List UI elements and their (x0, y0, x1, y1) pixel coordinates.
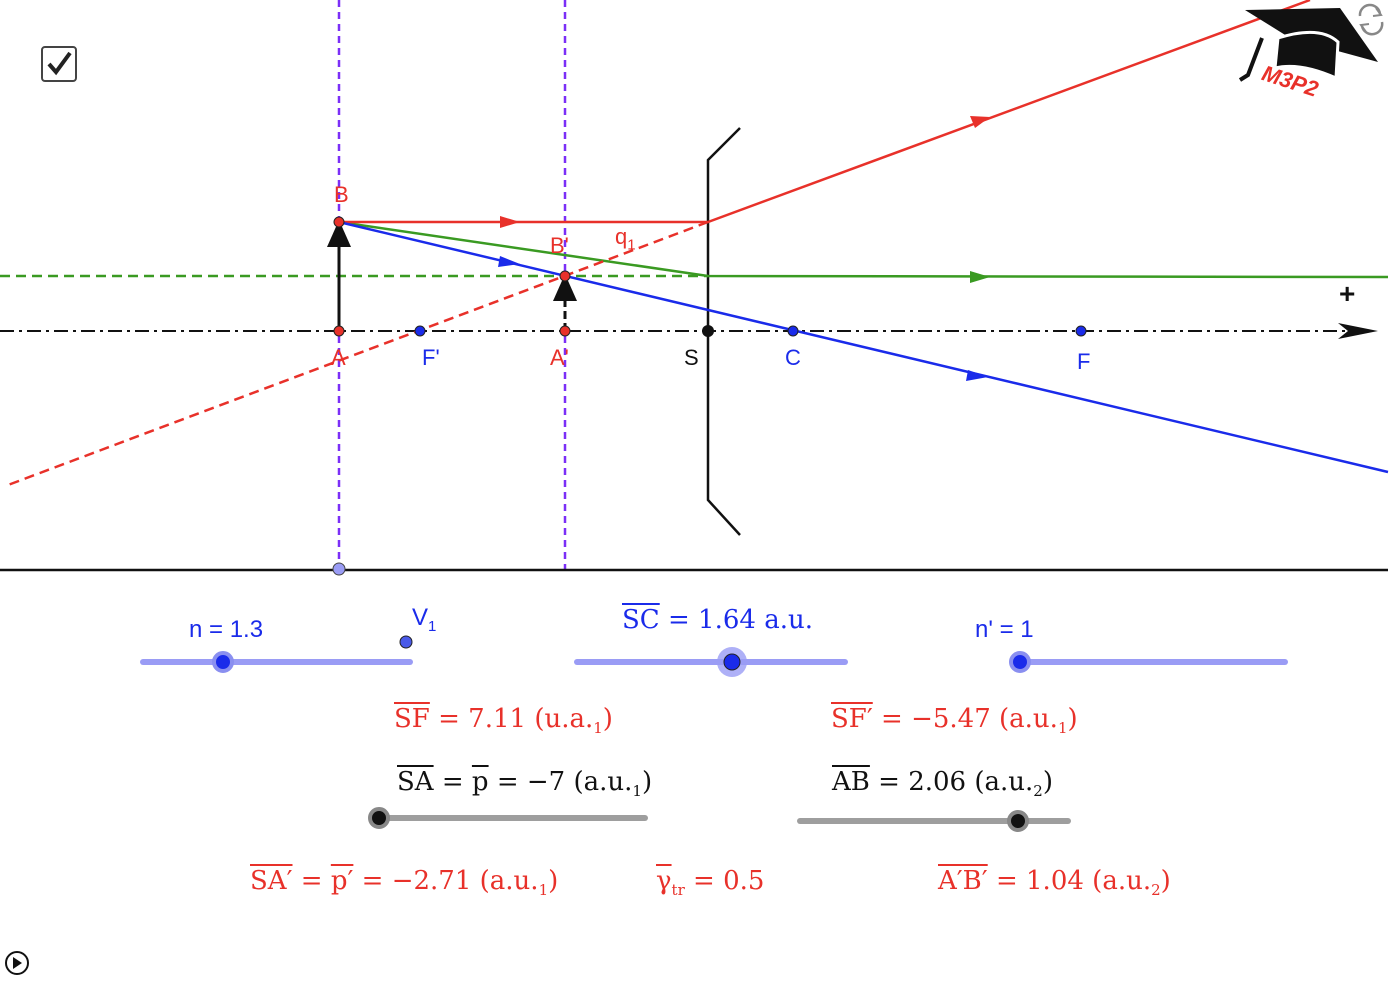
base-point[interactable] (332, 562, 346, 576)
q1-text: q (615, 224, 628, 249)
sf-close: ) (602, 704, 613, 734)
point-F-prime[interactable] (414, 325, 426, 337)
slider-SA-label: SA = p = −7 (a.u.1) (397, 767, 652, 800)
ab-close: ) (1042, 767, 1053, 797)
slider-AB-label: AB = 2.06 (a.u.2) (832, 767, 1053, 800)
checkmark-icon (47, 51, 72, 76)
sap-close: ) (548, 866, 559, 896)
slider-SA-knob[interactable] (368, 807, 390, 829)
sap-name: SA′ (250, 866, 293, 896)
slider-n-prime-knob[interactable] (1009, 651, 1031, 673)
point-A-prime[interactable] (559, 325, 571, 337)
red-ray-dashed (7, 220, 709, 487)
label-C: C (785, 345, 801, 370)
gamma-sub: tr (671, 881, 685, 900)
sa-eq: = (433, 767, 472, 797)
point-F[interactable] (1075, 325, 1087, 337)
label-B: B (334, 182, 349, 207)
result-SF: SF = 7.11 (u.a.1) (394, 704, 613, 737)
v1-text: V (412, 604, 429, 631)
point-B[interactable] (333, 216, 345, 228)
point-B-prime[interactable] (559, 270, 571, 282)
ab-sub: 2 (1033, 782, 1043, 801)
result-AB-prime: A′B′ = 1.04 (a.u.2) (938, 866, 1171, 899)
m3p2-logo: M3P2 (1238, 8, 1378, 102)
label-F-prime: F' (422, 345, 440, 370)
sap-value: = −2.71 (a.u. (353, 866, 539, 896)
slider-AB-knob[interactable] (1007, 810, 1029, 832)
slider-SC-knob[interactable] (723, 653, 741, 671)
gamma-name: γ (656, 866, 672, 896)
label-A: A (331, 345, 346, 370)
show-construction-checkbox[interactable] (41, 46, 77, 82)
v1-sub: 1 (428, 617, 437, 635)
axis-arrow-icon (1338, 323, 1378, 339)
label-S: S (684, 345, 699, 370)
sa-name: SA (397, 767, 434, 797)
sfp-name: SF′ (831, 704, 873, 734)
slider-SC-label: SC = 1.64 a.u. (622, 605, 813, 635)
abp-value: = 1.04 (a.u. (987, 866, 1152, 896)
abp-close: ) (1160, 866, 1171, 896)
sfp-close: ) (1067, 704, 1078, 734)
label-B-prime: B' (550, 233, 569, 258)
slider-n-label: n = 1.3 (189, 616, 264, 643)
red-ray (339, 0, 1311, 224)
slider-n-prime-label: n' = 1 (975, 616, 1034, 643)
sa-value: = −7 (a.u. (488, 767, 633, 797)
sc-name: SC (622, 605, 660, 635)
label-V1: V1 (412, 604, 436, 635)
point-A[interactable] (333, 325, 345, 337)
play-icon[interactable] (5, 951, 29, 975)
result-SF-prime: SF′ = −5.47 (a.u.1) (831, 704, 1078, 737)
red-ray-arrow (970, 116, 990, 128)
ab-name: AB (832, 767, 870, 797)
sap-p: p′ (330, 866, 354, 896)
reset-icon[interactable] (1358, 3, 1384, 36)
result-SA-prime: SA′ = p′ = −2.71 (a.u.1) (250, 866, 558, 899)
blue-ray (338, 220, 1389, 474)
label-A-prime: A' (550, 345, 569, 370)
label-q1: q1 (615, 224, 636, 253)
sap-sub: 1 (538, 881, 549, 900)
red-ray-arrow (500, 216, 520, 228)
sf-name: SF (394, 704, 430, 734)
blue-ray-arrow (498, 256, 520, 267)
sfp-sub: 1 (1057, 719, 1068, 738)
sf-value: = 7.11 (u.a. (429, 704, 594, 734)
label-F: F (1077, 349, 1091, 374)
sa-p: p (471, 767, 489, 797)
point-V1[interactable] (399, 635, 413, 649)
point-C[interactable] (787, 325, 799, 337)
result-gamma: γtr = 0.5 (656, 866, 764, 899)
slider-n-knob[interactable] (212, 651, 234, 673)
green-ray-arrow (970, 271, 990, 283)
sap-eq: = (292, 866, 331, 896)
sc-value: = 1.64 a.u. (659, 605, 813, 635)
abp-sub: 2 (1151, 881, 1161, 900)
gamma-value: = 0.5 (684, 866, 765, 896)
sf-sub: 1 (593, 719, 603, 738)
ab-value: = 2.06 (a.u. (869, 767, 1034, 797)
abp-name: A′B′ (938, 866, 988, 896)
q1-sub: 1 (627, 236, 636, 254)
blue-ray-arrow (966, 370, 988, 381)
sa-sub: 1 (632, 782, 642, 801)
sfp-value: = −5.47 (a.u. (872, 704, 1058, 734)
label-plus: + (1339, 278, 1356, 309)
green-ray (338, 220, 1389, 279)
point-S[interactable] (702, 325, 714, 337)
sa-close: ) (641, 767, 653, 797)
